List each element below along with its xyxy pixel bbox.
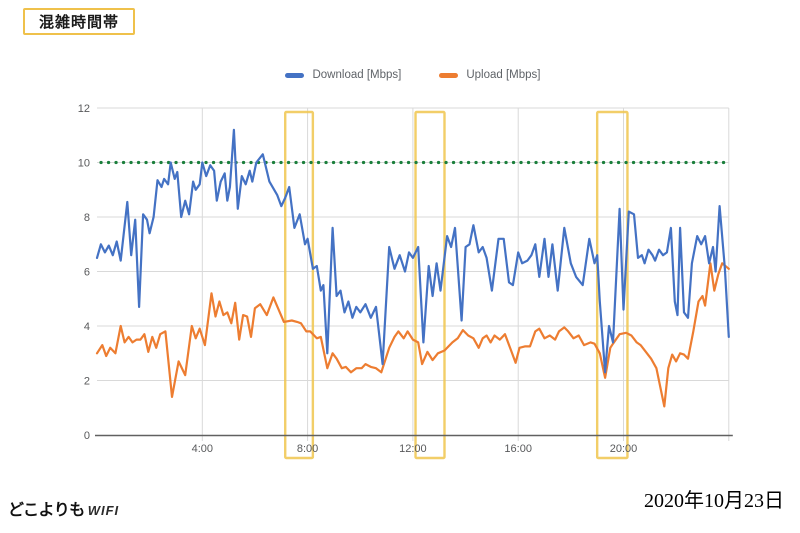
chart-title-box: 混雑時間帯 [23,8,136,35]
svg-text:20:00: 20:00 [610,443,638,455]
congestion-highlight-boxes [284,110,629,460]
tick-labels: 0 2 4 6 8 10 12 4:00 8:00 12:00 16:00 20:00 [78,103,638,455]
svg-text:12:00: 12:00 [399,443,427,455]
date-label: 2020年10月23日 [644,490,784,512]
legend-item-download: Download [Mbps] [285,69,401,81]
svg-text:2: 2 [84,376,90,388]
legend-item-upload: Upload [Mbps] [439,69,541,81]
svg-text:6: 6 [84,267,90,279]
gridlines [97,107,730,441]
svg-text:12: 12 [78,103,90,115]
svg-text:10: 10 [78,158,90,170]
logo-text-main: どこよりも [8,502,85,519]
svg-text:4:00: 4:00 [192,443,213,455]
chart-legend: Download [Mbps] Upload [Mbps] [97,66,729,84]
svg-text:8:00: 8:00 [297,443,318,455]
svg-text:16:00: 16:00 [504,443,532,455]
series-lines [95,128,730,408]
logo-text-sub: WIFI [87,503,120,518]
dokoyorimo-wifi-logo: どこよりも WIFI [8,496,119,520]
svg-text:4: 4 [84,321,90,333]
upload-legend-label: Upload [Mbps] [466,69,541,81]
download-legend-swatch [285,72,305,78]
svg-text:0: 0 [84,430,90,442]
chart-title-label: 混雑時間帯 [39,14,120,31]
svg-text:8: 8 [84,212,90,224]
upload-legend-swatch [439,72,459,78]
download-legend-label: Download [Mbps] [312,69,402,81]
